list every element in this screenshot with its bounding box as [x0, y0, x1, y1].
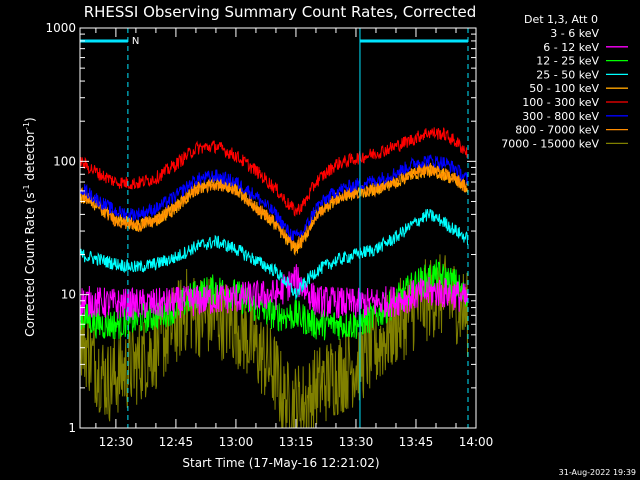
x-tick-label: 13:30 — [339, 435, 374, 449]
legend-header: Det 1,3, Att 0 — [524, 13, 598, 26]
chart-title: RHESSI Observing Summary Count Rates, Co… — [84, 3, 477, 21]
y-axis-label-part2: detector — [23, 130, 37, 185]
axes: 1 10 100 1000 12:30 12:45 13:00 13:15 13:30 13:45… — [45, 21, 493, 449]
y-tick-label: 10 — [61, 288, 76, 302]
interval-label: N — [132, 36, 139, 47]
x-tick-label: 12:30 — [99, 435, 134, 449]
legend-label: 12 - 25 keV — [536, 55, 599, 68]
legend-label: 6 - 12 keV — [543, 41, 599, 54]
series-line — [79, 264, 469, 320]
y-tick-label: 1 — [68, 421, 76, 435]
x-tick-label: 13:45 — [399, 435, 434, 449]
legend-label: 800 - 7000 keV — [515, 124, 599, 137]
y-axis-label-exp1: -1 — [22, 184, 31, 192]
y-tick-label: 100 — [53, 154, 76, 168]
x-tick-label: 13:00 — [219, 435, 254, 449]
legend-label: 7000 - 15000 keV — [501, 137, 599, 150]
y-axis-label: Corrected Count Rate (s-1 detector-1) — [22, 117, 37, 336]
series-line — [79, 162, 469, 253]
x-tick-label: 13:15 — [279, 435, 314, 449]
y-axis-label-part1: Corrected Count Rate (s — [23, 192, 37, 336]
legend-label: 100 - 300 keV — [522, 96, 599, 109]
legend-label: 3 - 6 keV — [550, 27, 599, 40]
x-tick-label: 12:45 — [159, 435, 194, 449]
x-tick-label: 14:00 — [459, 435, 494, 449]
y-axis-label-exp2: -1 — [22, 122, 31, 130]
timestamp: 31-Aug-2022 19:39 — [559, 468, 636, 477]
series-line — [79, 154, 469, 241]
legend-label: 300 - 800 keV — [522, 110, 599, 123]
series-layer — [79, 127, 469, 429]
x-axis-label: Start Time (17-May-16 12:21:02) — [182, 456, 379, 470]
series-line — [79, 259, 469, 341]
legend-label: 50 - 100 keV — [529, 82, 599, 95]
y-tick-label: 1000 — [45, 21, 76, 35]
series-line — [79, 254, 469, 429]
series-line — [79, 127, 469, 217]
y-axis-label-part3: ) — [23, 117, 37, 122]
series-line — [79, 208, 469, 300]
legend-label: 25 - 50 keV — [536, 68, 599, 81]
plot-frame — [79, 27, 477, 429]
